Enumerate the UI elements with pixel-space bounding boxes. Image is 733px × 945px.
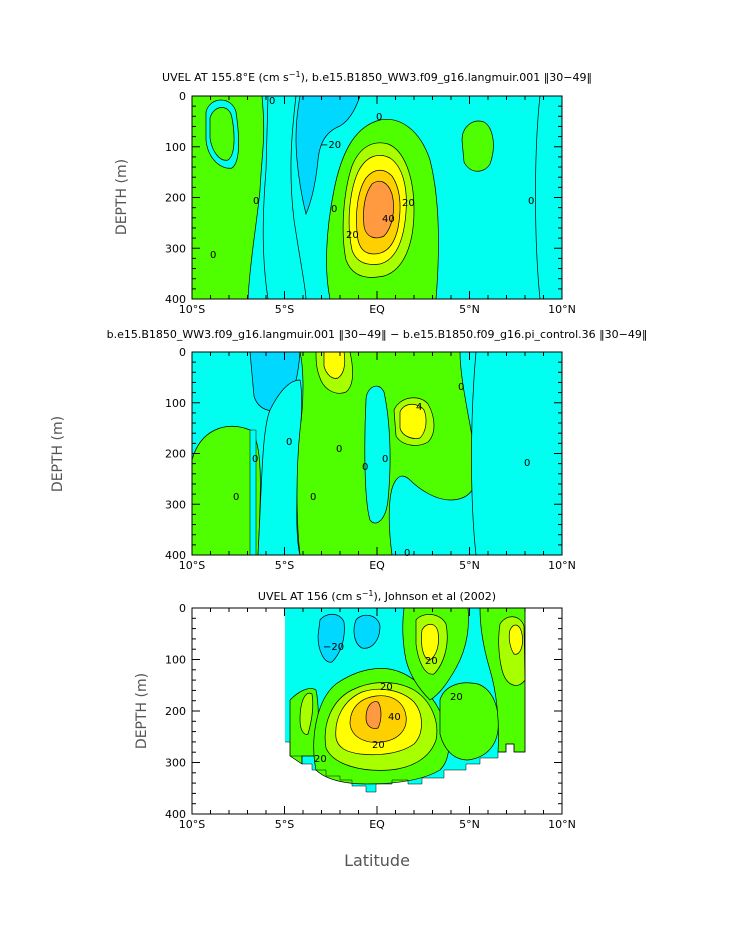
contour-label: 40 xyxy=(382,214,395,225)
y-tick-label: 400 xyxy=(165,808,186,821)
x-tick-label: 5°S xyxy=(275,303,294,316)
panel2-ylabel: DEPTH (m) xyxy=(50,416,66,492)
contour-label: 40 xyxy=(388,712,401,723)
contour-label: 0 xyxy=(376,112,382,123)
y-tick-label: 200 xyxy=(165,448,186,461)
contour-label: 20 xyxy=(380,682,393,693)
contour-label: 0 xyxy=(286,437,292,448)
x-tick-label: EQ xyxy=(369,818,385,831)
contour-label: 20 xyxy=(314,754,327,765)
x-tick-label: 5°N xyxy=(459,818,480,831)
contour-label: 0 xyxy=(458,382,464,393)
y-tick-label: 0 xyxy=(179,90,186,103)
x-tick-label: 10°N xyxy=(548,818,576,831)
y-tick-label: 300 xyxy=(165,242,186,255)
x-tick-label: 10°N xyxy=(548,303,576,316)
panel-observed-uvel: −20 20 20 40 20 20 20 UVEL AT 156 (cm s−… xyxy=(134,589,576,870)
contour-label: 20 xyxy=(372,740,385,751)
panel-model-uvel: 0 0 0 0 0 0 −20 20 40 20 UVEL AT 155.8°E… xyxy=(114,70,592,316)
contour-label: 0 xyxy=(524,458,530,469)
contour-label: 0 xyxy=(336,444,342,455)
x-tick-label: 10°N xyxy=(548,559,576,572)
contour-label: 0 xyxy=(331,204,337,215)
y-tick-label: 300 xyxy=(165,498,186,511)
contour-label: 0 xyxy=(528,196,534,207)
contour-label: 4 xyxy=(416,402,422,413)
panel3-title: UVEL AT 156 (cm s−1), Johnson et al (200… xyxy=(258,589,496,603)
x-tick-label: 10°S xyxy=(179,303,205,316)
contour-label: 0 xyxy=(210,250,216,261)
panel1-contour-field xyxy=(192,96,562,299)
panel2-contour-field xyxy=(192,352,562,555)
contour-label: 0 xyxy=(362,462,368,473)
contour-label: 0 xyxy=(382,454,388,465)
contour-label: 20 xyxy=(346,230,359,241)
y-tick-label: 100 xyxy=(165,397,186,410)
panel3-contour-field xyxy=(285,608,526,792)
panel2-title: b.e15.B1850_WW3.f09_g16.langmuir.001 ‖30… xyxy=(107,328,648,341)
panel3-xlabel: Latitude xyxy=(344,851,410,870)
x-tick-label: EQ xyxy=(369,559,385,572)
x-tick-label: EQ xyxy=(369,303,385,316)
contour-label: −20 xyxy=(320,140,341,151)
x-tick-label: 10°S xyxy=(179,818,205,831)
panel3-ylabel: DEPTH (m) xyxy=(134,673,150,749)
y-tick-label: 0 xyxy=(179,602,186,615)
x-tick-label: 5°S xyxy=(275,559,294,572)
x-tick-label: 5°N xyxy=(459,303,480,316)
contour-label: 0 xyxy=(269,96,275,107)
contour-label: 0 xyxy=(252,454,258,465)
x-tick-label: 10°S xyxy=(179,559,205,572)
panel-difference: 0 0 0 0 0 0 0 0 0 0 4 b.e15.B1850_WW3.f0… xyxy=(50,328,647,572)
contour-label: 0 xyxy=(253,196,259,207)
y-tick-label: 200 xyxy=(165,705,186,718)
x-tick-label: 5°N xyxy=(459,559,480,572)
contour-label: 20 xyxy=(450,692,463,703)
y-tick-label: 400 xyxy=(165,293,186,306)
y-tick-label: 300 xyxy=(165,757,186,770)
contour-label: 0 xyxy=(310,492,316,503)
panel3-axes: 10°S 5°S EQ 5°N 10°N 0 100 200 300 400 xyxy=(165,602,576,831)
y-tick-label: 100 xyxy=(165,654,186,667)
y-tick-label: 100 xyxy=(165,141,186,154)
y-tick-label: 0 xyxy=(179,346,186,359)
contour-label: 0 xyxy=(233,492,239,503)
contour-label: 0 xyxy=(404,548,410,559)
contour-label: 20 xyxy=(402,198,415,209)
panel1-title: UVEL AT 155.8°E (cm s−1), b.e15.B1850_WW… xyxy=(162,70,592,84)
x-tick-label: 5°S xyxy=(275,818,294,831)
panel1-ylabel: DEPTH (m) xyxy=(114,159,130,235)
contour-label: −20 xyxy=(323,642,344,653)
y-tick-label: 200 xyxy=(165,192,186,205)
y-tick-label: 400 xyxy=(165,549,186,562)
contour-label: 20 xyxy=(425,656,438,667)
panel3-data-mask-edge xyxy=(285,607,526,793)
